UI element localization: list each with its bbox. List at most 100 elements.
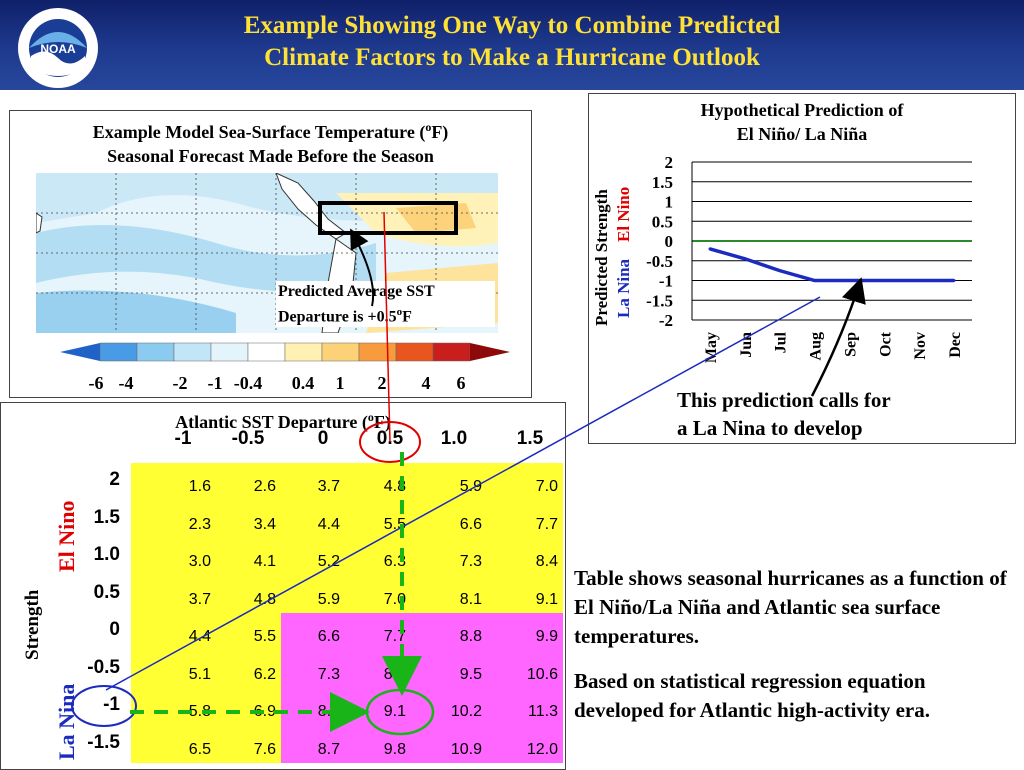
row-header: -0.5 [87,656,120,678]
y-tick-label: -2 [659,311,673,330]
row-header: 0.5 [93,581,120,603]
table-cell: 8.4 [383,665,406,683]
table-cell: 9.5 [459,665,482,683]
table-cell: 5.9 [317,590,340,608]
title-line-2: Climate Factors to Make a Hurricane Outl… [264,44,760,71]
colorbar-label: 6 [456,373,466,393]
x-tick-label: Jun [738,332,755,358]
table-cell: 7.6 [253,740,276,758]
noaa-logo-text: NOAA [40,42,76,56]
colorbar-segment [210,342,249,362]
enso-line-chart: 21.510.50-0.5-1-1.5-2 May Jun Jul Aug Sep Oct N… [592,153,972,363]
table-cell: 5.1 [188,665,211,683]
table-cell: 6.2 [253,665,276,683]
table-cell: 9.1 [383,703,406,720]
table-cell: 10.6 [526,665,558,683]
title-line-1: Example Showing One Way to Combine Predi… [243,12,781,39]
color-scale-bar [60,342,510,362]
colorbar-label: -2 [172,373,188,393]
table-cell: 1.6 [188,478,211,495]
table-cell: 7.3 [459,553,482,570]
table-cell: 10.9 [450,740,482,758]
table-cell: 9.8 [383,740,406,758]
title-banner: NOAA Example Showing One Way to Combine … [0,0,1024,90]
colorbar-arrow-left [60,343,100,361]
table-cell: 3.7 [188,590,211,608]
y-tick-label: 1 [665,193,674,212]
table-cell: 8.4 [535,553,558,570]
colorbar-segment [173,342,212,362]
table-cell: 6.9 [253,703,276,720]
predicted-sst-label: Predicted Average SST Departure is +0.5o… [276,281,495,328]
color-scale-labels: -6 -4 -2 -1 -0.4 0.4 1 2 4 6 [10,373,531,395]
table-cell-bg [131,688,216,726]
table-cell: 4.4 [188,628,211,645]
table-cell: 6.3 [383,553,406,570]
series-point [743,257,747,261]
table-cell: 6.5 [188,740,211,758]
series-line [709,247,954,283]
y-tick-label: 0.5 [652,212,673,231]
table-cell: 9.1 [535,590,558,608]
y-axis-la-nina: La Nina [614,258,633,318]
table-cell: 5.9 [459,478,482,495]
x-tick-label: Sep [842,332,859,357]
x-tick-label: May [703,332,720,363]
y-axis-el-nino: El Nino [614,187,633,242]
noaa-logo: NOAA [18,8,98,88]
y-axis-label: Predicted Strength [592,189,611,326]
column-header: 1.0 [440,428,468,449]
table-cell-bg [216,688,281,726]
colorbar-label: -0.4 [233,373,263,393]
y-tick-label: -0.5 [646,252,673,271]
table-cell-bg [487,725,563,763]
row-header: 2 [109,469,120,490]
table-cell: 2.3 [188,515,211,533]
table-cell: 6.6 [459,515,482,533]
table-title: Atlantic SST Departure (oF) [175,410,391,432]
chart-y-label: Predicted Strength [592,189,611,326]
colorbar-label: 1 [335,373,345,393]
description-text: Table shows seasonal hurricanes as a fun… [574,564,1019,741]
table-cell: 3.7 [317,478,340,495]
colorbar-segment [395,342,434,362]
colorbar-label: -1 [207,373,223,393]
column-header: 0.5 [376,428,404,449]
description-para-1: Table shows seasonal hurricanes as a fun… [574,566,1007,648]
colorbar-segment [358,342,397,362]
colorbar-segment [136,342,175,362]
x-tick-label: Jul [773,331,790,353]
colorbar-segment [284,342,323,362]
x-tick-label: Aug [808,332,825,360]
table-cell: 2.6 [253,478,276,495]
colorbar-segment [99,342,138,362]
table-cell: 3.4 [253,515,276,533]
series-point [882,279,886,282]
table-cell: 4.8 [253,590,276,608]
table-cell-bg [216,725,281,763]
colorbar-label: 2 [377,373,387,393]
table-cell: 4.1 [253,553,276,570]
strength-label: Strength [22,589,43,660]
table-cell: 12.0 [526,740,558,758]
series-point [917,279,921,282]
table-cell: 7.3 [317,665,340,683]
y-tick-label: -1.5 [646,291,673,310]
row-header: 0 [109,619,120,640]
x-tick-label: Dec [947,332,964,358]
page-title: Example Showing One Way to Combine Predi… [120,10,904,74]
column-header: -0.5 [231,428,265,449]
la-nina-label: La Nina [54,683,79,760]
sst-forecast-panel: Example Model Sea-Surface Temperature (o… [9,110,532,398]
y-tick-label: 1.5 [652,173,673,192]
table-cell: 5.8 [188,703,211,720]
column-header: 1.5 [516,428,544,449]
description-para-2: Based on statistical regression equation… [574,669,930,722]
table-cell: 5.5 [383,515,406,533]
table-cell: 3.0 [188,553,211,570]
table-cell: 6.6 [317,628,340,645]
sst-panel-title: Example Model Sea-Surface Temperature (o… [92,120,449,166]
table-cell: 7.0 [383,590,406,608]
x-tick-label: Nov [912,332,929,360]
series-point [813,279,817,282]
